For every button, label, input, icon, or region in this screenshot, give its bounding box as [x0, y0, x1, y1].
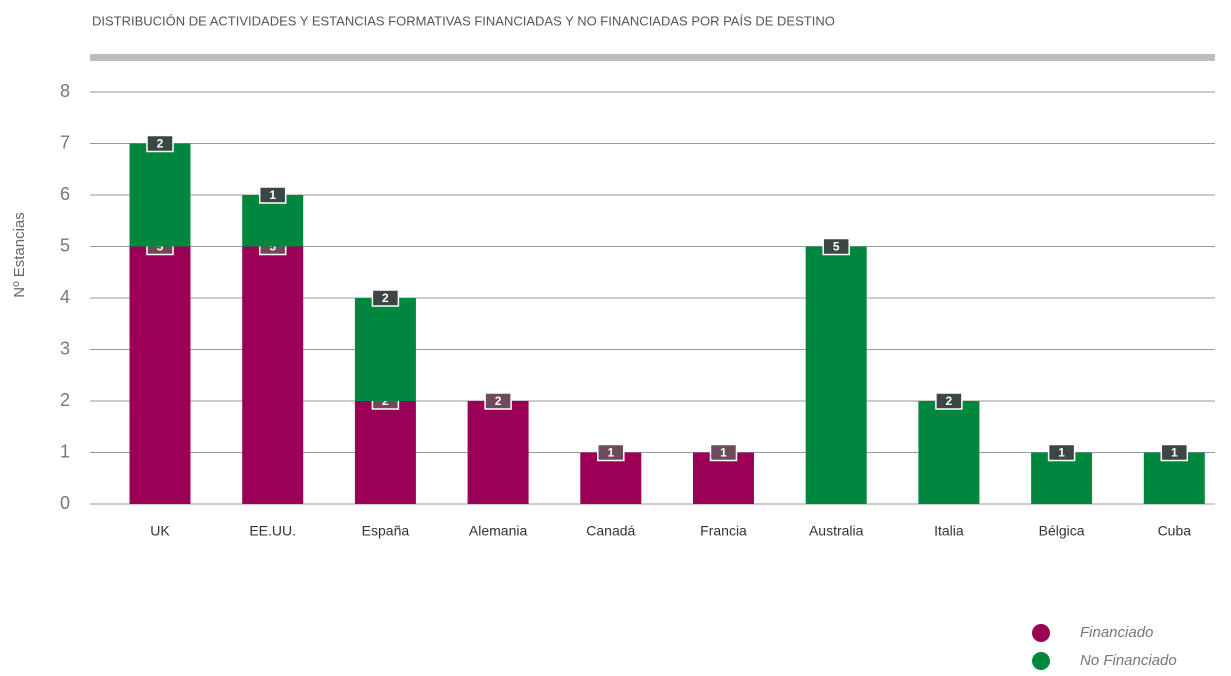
bar-segment	[129, 246, 191, 504]
x-tick-label: España	[362, 523, 410, 539]
data-label: 1	[1058, 446, 1065, 460]
x-tick-label: EE.UU.	[249, 523, 296, 539]
data-label: 5	[269, 240, 276, 254]
data-label: 1	[607, 446, 614, 460]
x-tick-label: UK	[150, 523, 170, 539]
bar-segment	[129, 143, 191, 247]
data-label: 2	[946, 394, 953, 408]
y-tick-label: 6	[60, 184, 70, 204]
bar-segment	[918, 401, 980, 504]
y-tick-label: 1	[60, 441, 70, 461]
data-label: 1	[269, 188, 276, 202]
data-label: 1	[1171, 446, 1178, 460]
data-label: 2	[382, 394, 389, 408]
bar-segment	[242, 246, 304, 504]
y-axis-label: Nº Estancias	[11, 212, 28, 298]
legend-marker	[1032, 652, 1050, 670]
y-tick-label: 4	[60, 287, 70, 307]
y-tick-label: 2	[60, 390, 70, 410]
x-tick-label: Cuba	[1158, 523, 1192, 539]
x-tick-label: Italia	[934, 523, 964, 539]
data-label-box	[258, 186, 287, 204]
data-label: 2	[382, 291, 389, 305]
data-label: 5	[833, 240, 840, 254]
title-rule	[90, 54, 1215, 61]
legend-label: Financiado	[1080, 624, 1153, 641]
data-label: 1	[720, 446, 727, 460]
data-label-box	[709, 443, 738, 462]
data-label: 2	[495, 394, 502, 408]
y-tick-label: 0	[60, 493, 70, 513]
bar-segment	[354, 401, 416, 504]
data-label-box	[1047, 443, 1076, 462]
y-tick-label: 7	[60, 132, 70, 152]
x-tick-label: Australia	[809, 523, 864, 539]
legend-label: No Financiado	[1080, 652, 1177, 669]
chart-title: DISTRIBUCIÓN DE ACTIVIDADES Y ESTANCIAS …	[92, 13, 835, 28]
data-label-box	[484, 392, 512, 410]
data-label-box	[822, 237, 850, 256]
data-label-box	[935, 392, 963, 410]
bar-segment	[805, 246, 867, 504]
data-label-box	[597, 443, 625, 462]
x-tick-label: Bélgica	[1039, 523, 1085, 539]
y-tick-label: 3	[60, 338, 70, 358]
data-label: 5	[157, 240, 164, 254]
bar-segment	[467, 401, 529, 504]
data-label-box	[146, 134, 174, 153]
data-label-box	[1160, 443, 1189, 462]
y-tick-label: 5	[60, 235, 70, 255]
x-tick-label: Francia	[700, 523, 747, 539]
legend-marker	[1032, 624, 1050, 642]
data-label: 2	[157, 137, 164, 151]
data-label-box	[371, 289, 400, 307]
x-tick-label: Canadá	[586, 523, 635, 539]
bar-segment	[354, 298, 416, 401]
x-tick-label: Alemania	[469, 523, 528, 539]
y-tick-label: 8	[60, 81, 70, 101]
